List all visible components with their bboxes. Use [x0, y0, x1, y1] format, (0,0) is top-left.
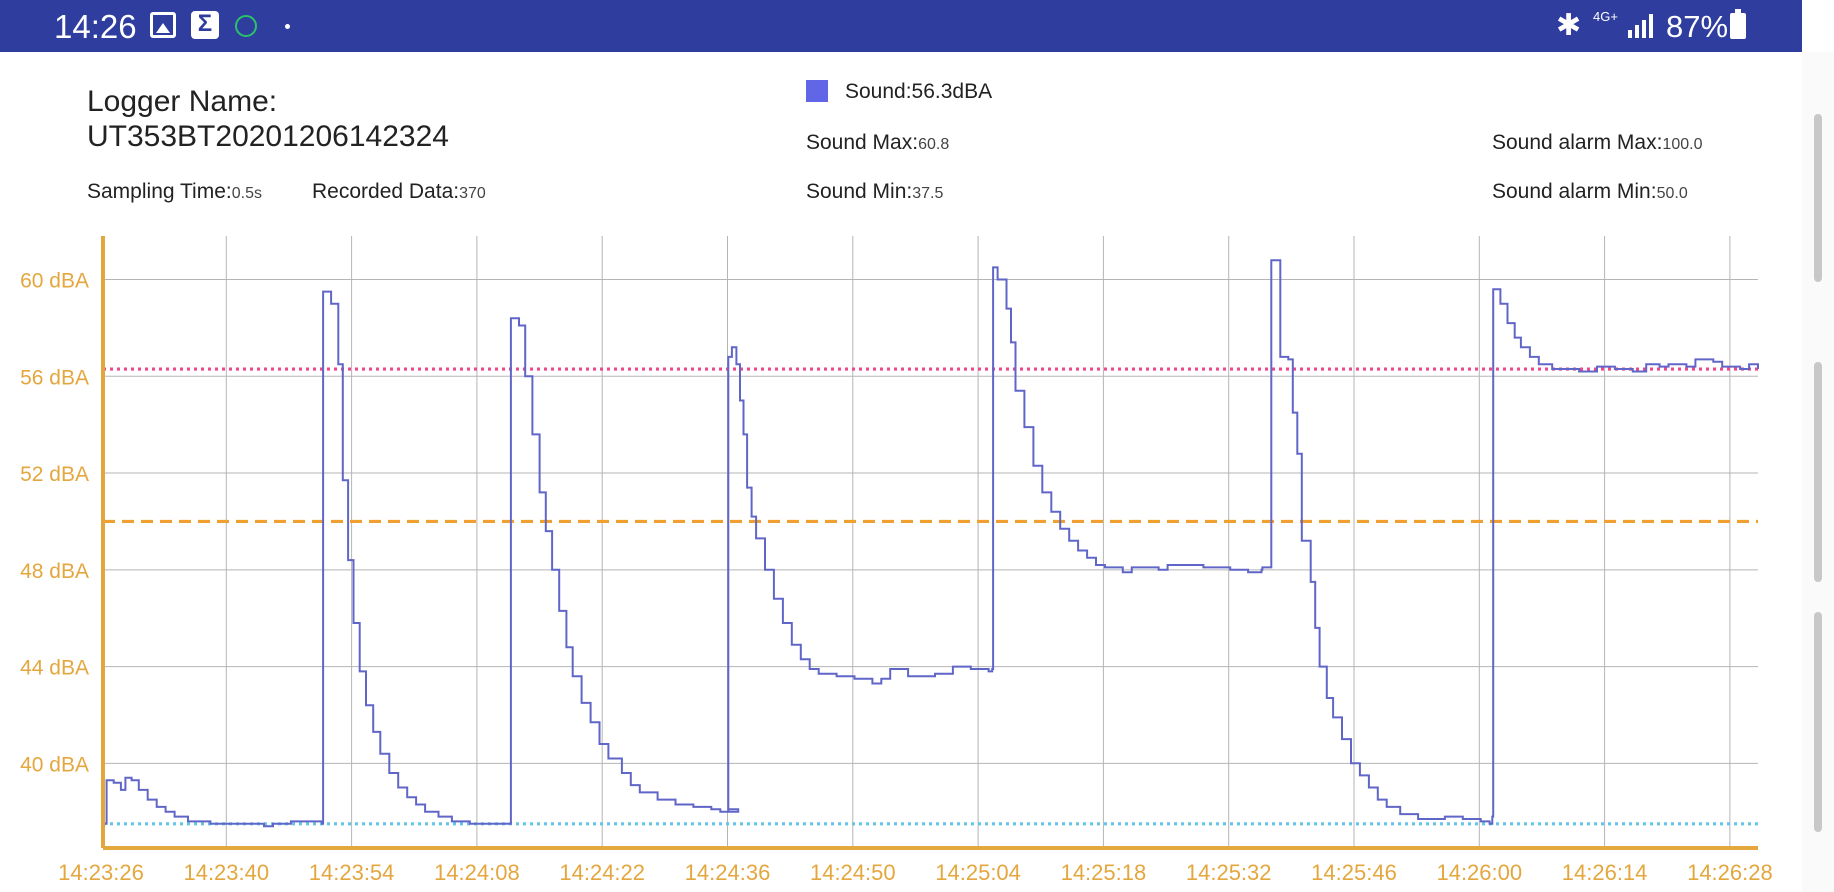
sound-min-value: 37.5 — [912, 185, 944, 202]
scroll-thumb-top[interactable] — [1814, 114, 1822, 282]
gallery-icon — [150, 12, 176, 38]
dot-icon — [285, 24, 290, 29]
status-time: 14:26 — [54, 8, 137, 45]
alarm-icon — [235, 15, 257, 37]
x-tick-label: 14:25:04 — [935, 860, 1021, 885]
alarm-min-label: Sound alarm Min: — [1492, 180, 1657, 203]
logger-label: Logger Name: — [87, 85, 278, 118]
sound-max-value: 60.8 — [918, 136, 950, 153]
x-tick-label: 14:24:36 — [685, 860, 771, 885]
recorded-data: Recorded Data:370 — [312, 180, 486, 204]
x-tick-label: 14:25:32 — [1186, 860, 1272, 885]
x-tick-label: 14:25:18 — [1061, 860, 1147, 885]
x-tick-label: 14:26:00 — [1436, 860, 1522, 885]
y-tick-label: 56 dBA — [20, 366, 89, 389]
scrollbar[interactable] — [1802, 52, 1834, 892]
battery-percent: 87% — [1666, 9, 1729, 44]
sound-min: Sound Min:37.5 — [806, 180, 943, 204]
signal-icon — [1628, 14, 1656, 38]
recorded-label: Recorded Data: — [312, 180, 460, 203]
scroll-thumb-bottom[interactable] — [1814, 612, 1822, 832]
x-tick-label: 14:24:50 — [810, 860, 896, 885]
sigma-icon: Σ — [191, 11, 219, 39]
sound-alarm-max: Sound alarm Max:100.0 — [1492, 131, 1702, 155]
logger-name-block: Logger Name: UT353BT20201206142324 — [87, 84, 449, 154]
x-tick-label: 14:26:14 — [1562, 860, 1648, 885]
scroll-thumb-middle[interactable] — [1814, 362, 1822, 582]
legend-swatch — [806, 80, 828, 102]
recorded-value: 370 — [459, 185, 486, 202]
network-type: 4G+ — [1593, 9, 1618, 24]
sound-series-line — [103, 259, 1759, 828]
sampling-time: Sampling Time:0.5s — [87, 180, 262, 204]
y-tick-label: 60 dBA — [20, 270, 89, 293]
y-tick-label: 48 dBA — [20, 560, 89, 583]
x-tick-label: 14:23:26 — [58, 860, 144, 885]
sound-max-label: Sound Max: — [806, 131, 919, 154]
sound-alarm-min: Sound alarm Min:50.0 — [1492, 180, 1688, 204]
x-tick-label: 14:24:08 — [434, 860, 520, 885]
battery-icon — [1730, 9, 1746, 39]
status-bar: 14:26 Σ ✱ 4G+ 87% — [0, 0, 1802, 52]
sampling-label: Sampling Time: — [87, 180, 232, 203]
y-tick-label: 40 dBA — [20, 753, 89, 776]
sound-min-label: Sound Min: — [806, 180, 913, 203]
x-tick-label: 14:25:46 — [1311, 860, 1397, 885]
x-tick-label: 14:23:40 — [183, 860, 269, 885]
y-tick-label: 52 dBA — [20, 463, 89, 486]
y-tick-label: 44 dBA — [20, 657, 89, 680]
alarm-min-value: 50.0 — [1656, 185, 1688, 202]
sound-max: Sound Max:60.8 — [806, 131, 949, 155]
x-tick-label: 14:24:22 — [559, 860, 645, 885]
alarm-max-label: Sound alarm Max: — [1492, 131, 1663, 154]
bluetooth-icon: ✱ — [1556, 9, 1582, 42]
logger-name: UT353BT20201206142324 — [87, 120, 449, 153]
x-tick-label: 14:26:28 — [1687, 860, 1773, 885]
legend-label: Sound:56.3dBA — [845, 80, 993, 103]
sampling-value: 0.5s — [231, 185, 262, 202]
alarm-max-value: 100.0 — [1662, 136, 1703, 153]
x-tick-label: 14:23:54 — [309, 860, 395, 885]
